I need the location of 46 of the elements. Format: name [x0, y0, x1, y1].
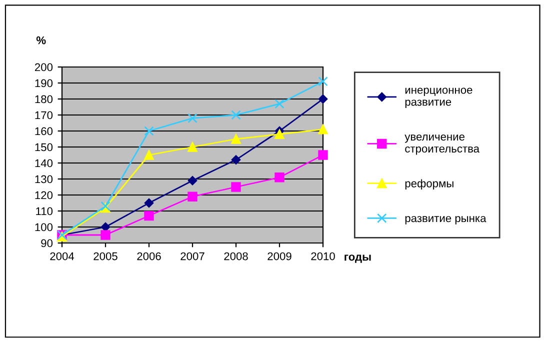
point — [274, 172, 284, 182]
point — [100, 222, 110, 232]
point — [231, 134, 241, 144]
legend-label: увеличение строительства — [404, 134, 480, 155]
x-axis-title: годы — [344, 254, 371, 263]
point — [188, 113, 198, 124]
x-tick-label: 2004 — [50, 252, 74, 260]
x-tick-label: 2007 — [180, 252, 204, 260]
y-tick-label: 90 — [41, 239, 53, 248]
point — [188, 176, 198, 186]
y-tick-label: 200 — [34, 63, 53, 72]
point — [231, 182, 241, 192]
y-tick-label: 170 — [35, 111, 53, 120]
point — [144, 150, 154, 160]
point — [144, 126, 154, 136]
y-axis-title: % — [36, 36, 46, 44]
legend-label: развитие рынка — [405, 216, 486, 224]
y-tick-label: 130 — [35, 175, 53, 184]
y-tick-label: 150 — [35, 143, 53, 152]
y-tick-label: 180 — [35, 95, 53, 104]
legend-label: реформы — [405, 179, 454, 190]
point — [144, 198, 154, 208]
y-tick-label: 120 — [35, 191, 53, 200]
x-tick-label: 2010 — [311, 252, 335, 260]
y-tick-label: 110 — [36, 207, 53, 216]
y-tick-label: 160 — [35, 127, 53, 136]
point — [318, 150, 328, 160]
point — [188, 192, 198, 202]
x-tick-label: 2005 — [94, 252, 118, 260]
point — [274, 98, 284, 109]
y-tick-label: 140 — [35, 159, 53, 168]
y-tick-label: 190 — [35, 79, 53, 88]
point — [100, 230, 110, 240]
point — [318, 94, 328, 104]
point — [144, 210, 154, 221]
x-tick-label: 2008 — [224, 252, 248, 260]
point — [318, 76, 328, 86]
point — [318, 124, 328, 134]
point — [188, 142, 198, 152]
x-tick-label: 2006 — [137, 252, 161, 260]
x-tick-label: 2009 — [268, 252, 292, 260]
point — [231, 110, 241, 120]
y-tick-label: 100 — [35, 223, 53, 232]
point — [274, 129, 284, 140]
point — [231, 155, 241, 164]
legend-label: инерционное развитие — [405, 88, 472, 108]
